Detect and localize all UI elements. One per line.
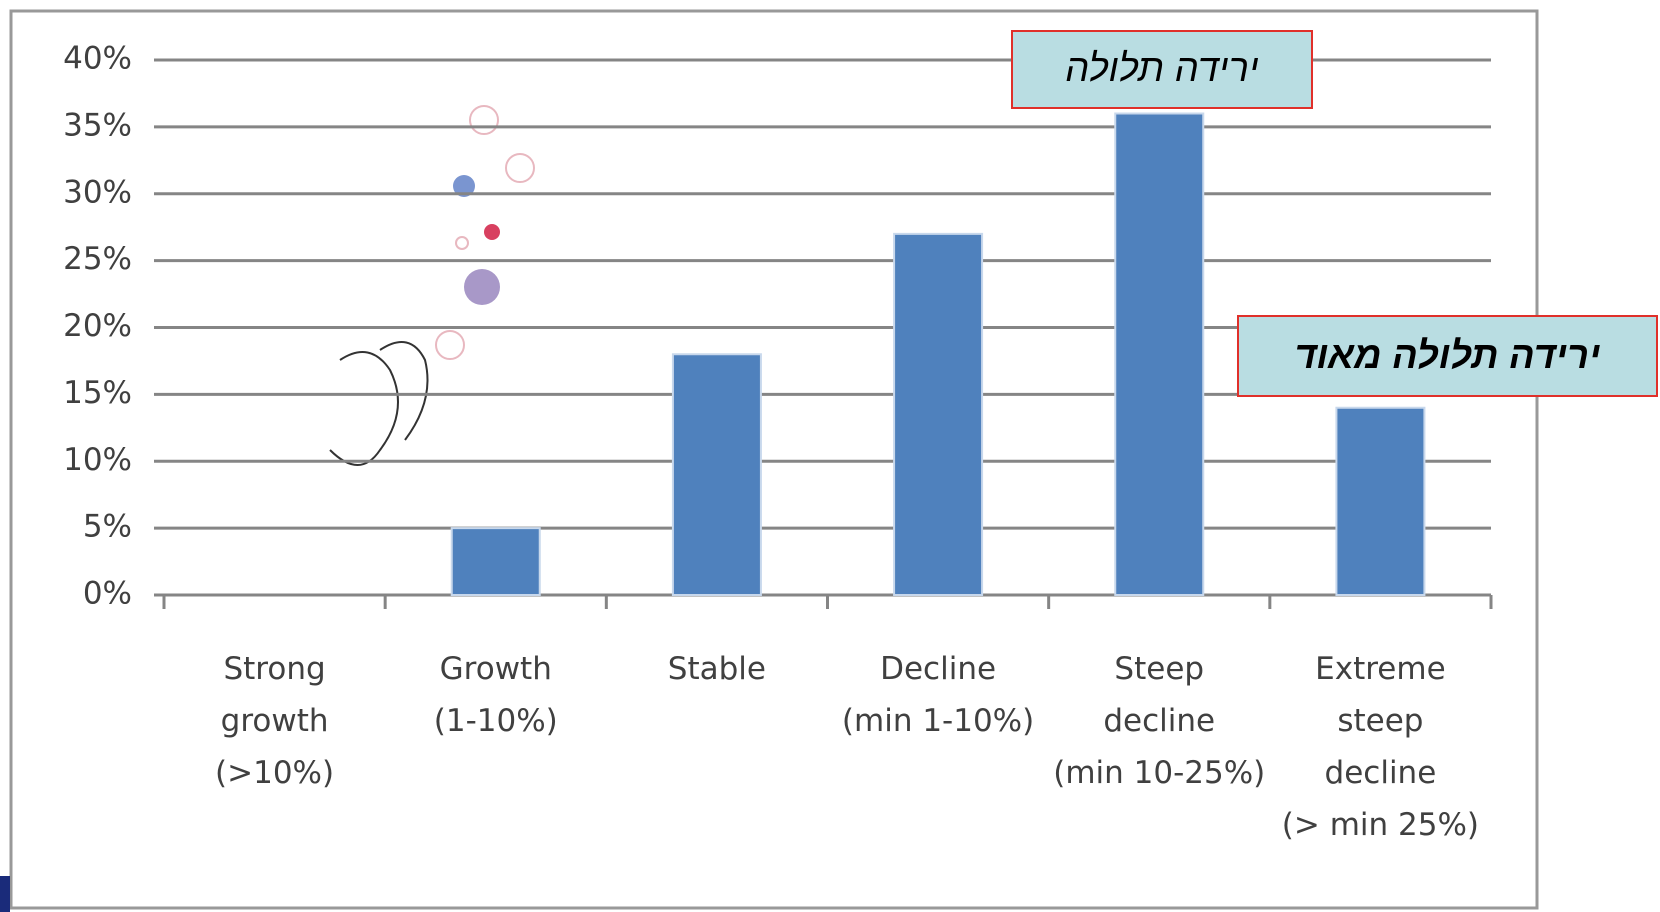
clipart — [329, 105, 535, 466]
bar — [1114, 112, 1205, 596]
x-tick-label: Strong growth (>10%) — [215, 651, 335, 791]
x-tick-label: Decline (min 1-10%) — [841, 651, 1035, 739]
annotation: ירידה תלולה מאוד — [1237, 315, 1658, 397]
y-tick-label: 5% — [83, 509, 132, 545]
x-tick-label: Stable — [667, 651, 766, 687]
annotation: ירידה תלולה — [1011, 30, 1313, 109]
bar — [1335, 406, 1426, 596]
y-tick-label: 20% — [63, 308, 132, 344]
y-tick-label: 30% — [63, 174, 132, 210]
y-tick-label: 0% — [83, 576, 132, 612]
corner-decoration — [0, 876, 10, 912]
y-tick-label: 40% — [63, 41, 132, 77]
y-tick-label: 10% — [63, 442, 132, 478]
bar — [893, 232, 984, 596]
x-tick-label: Extreme steep decline (> min 25%) — [1281, 651, 1480, 843]
bar — [450, 527, 541, 596]
x-tick-label: Steep decline (min 10-25%) — [1053, 651, 1266, 791]
y-tick-label: 25% — [63, 241, 132, 277]
y-tick-label: 35% — [63, 107, 132, 143]
chart-frame — [9, 9, 1539, 910]
x-tick-label: Growth (1-10%) — [433, 651, 558, 739]
y-tick-label: 15% — [63, 375, 132, 411]
bar — [671, 353, 762, 596]
